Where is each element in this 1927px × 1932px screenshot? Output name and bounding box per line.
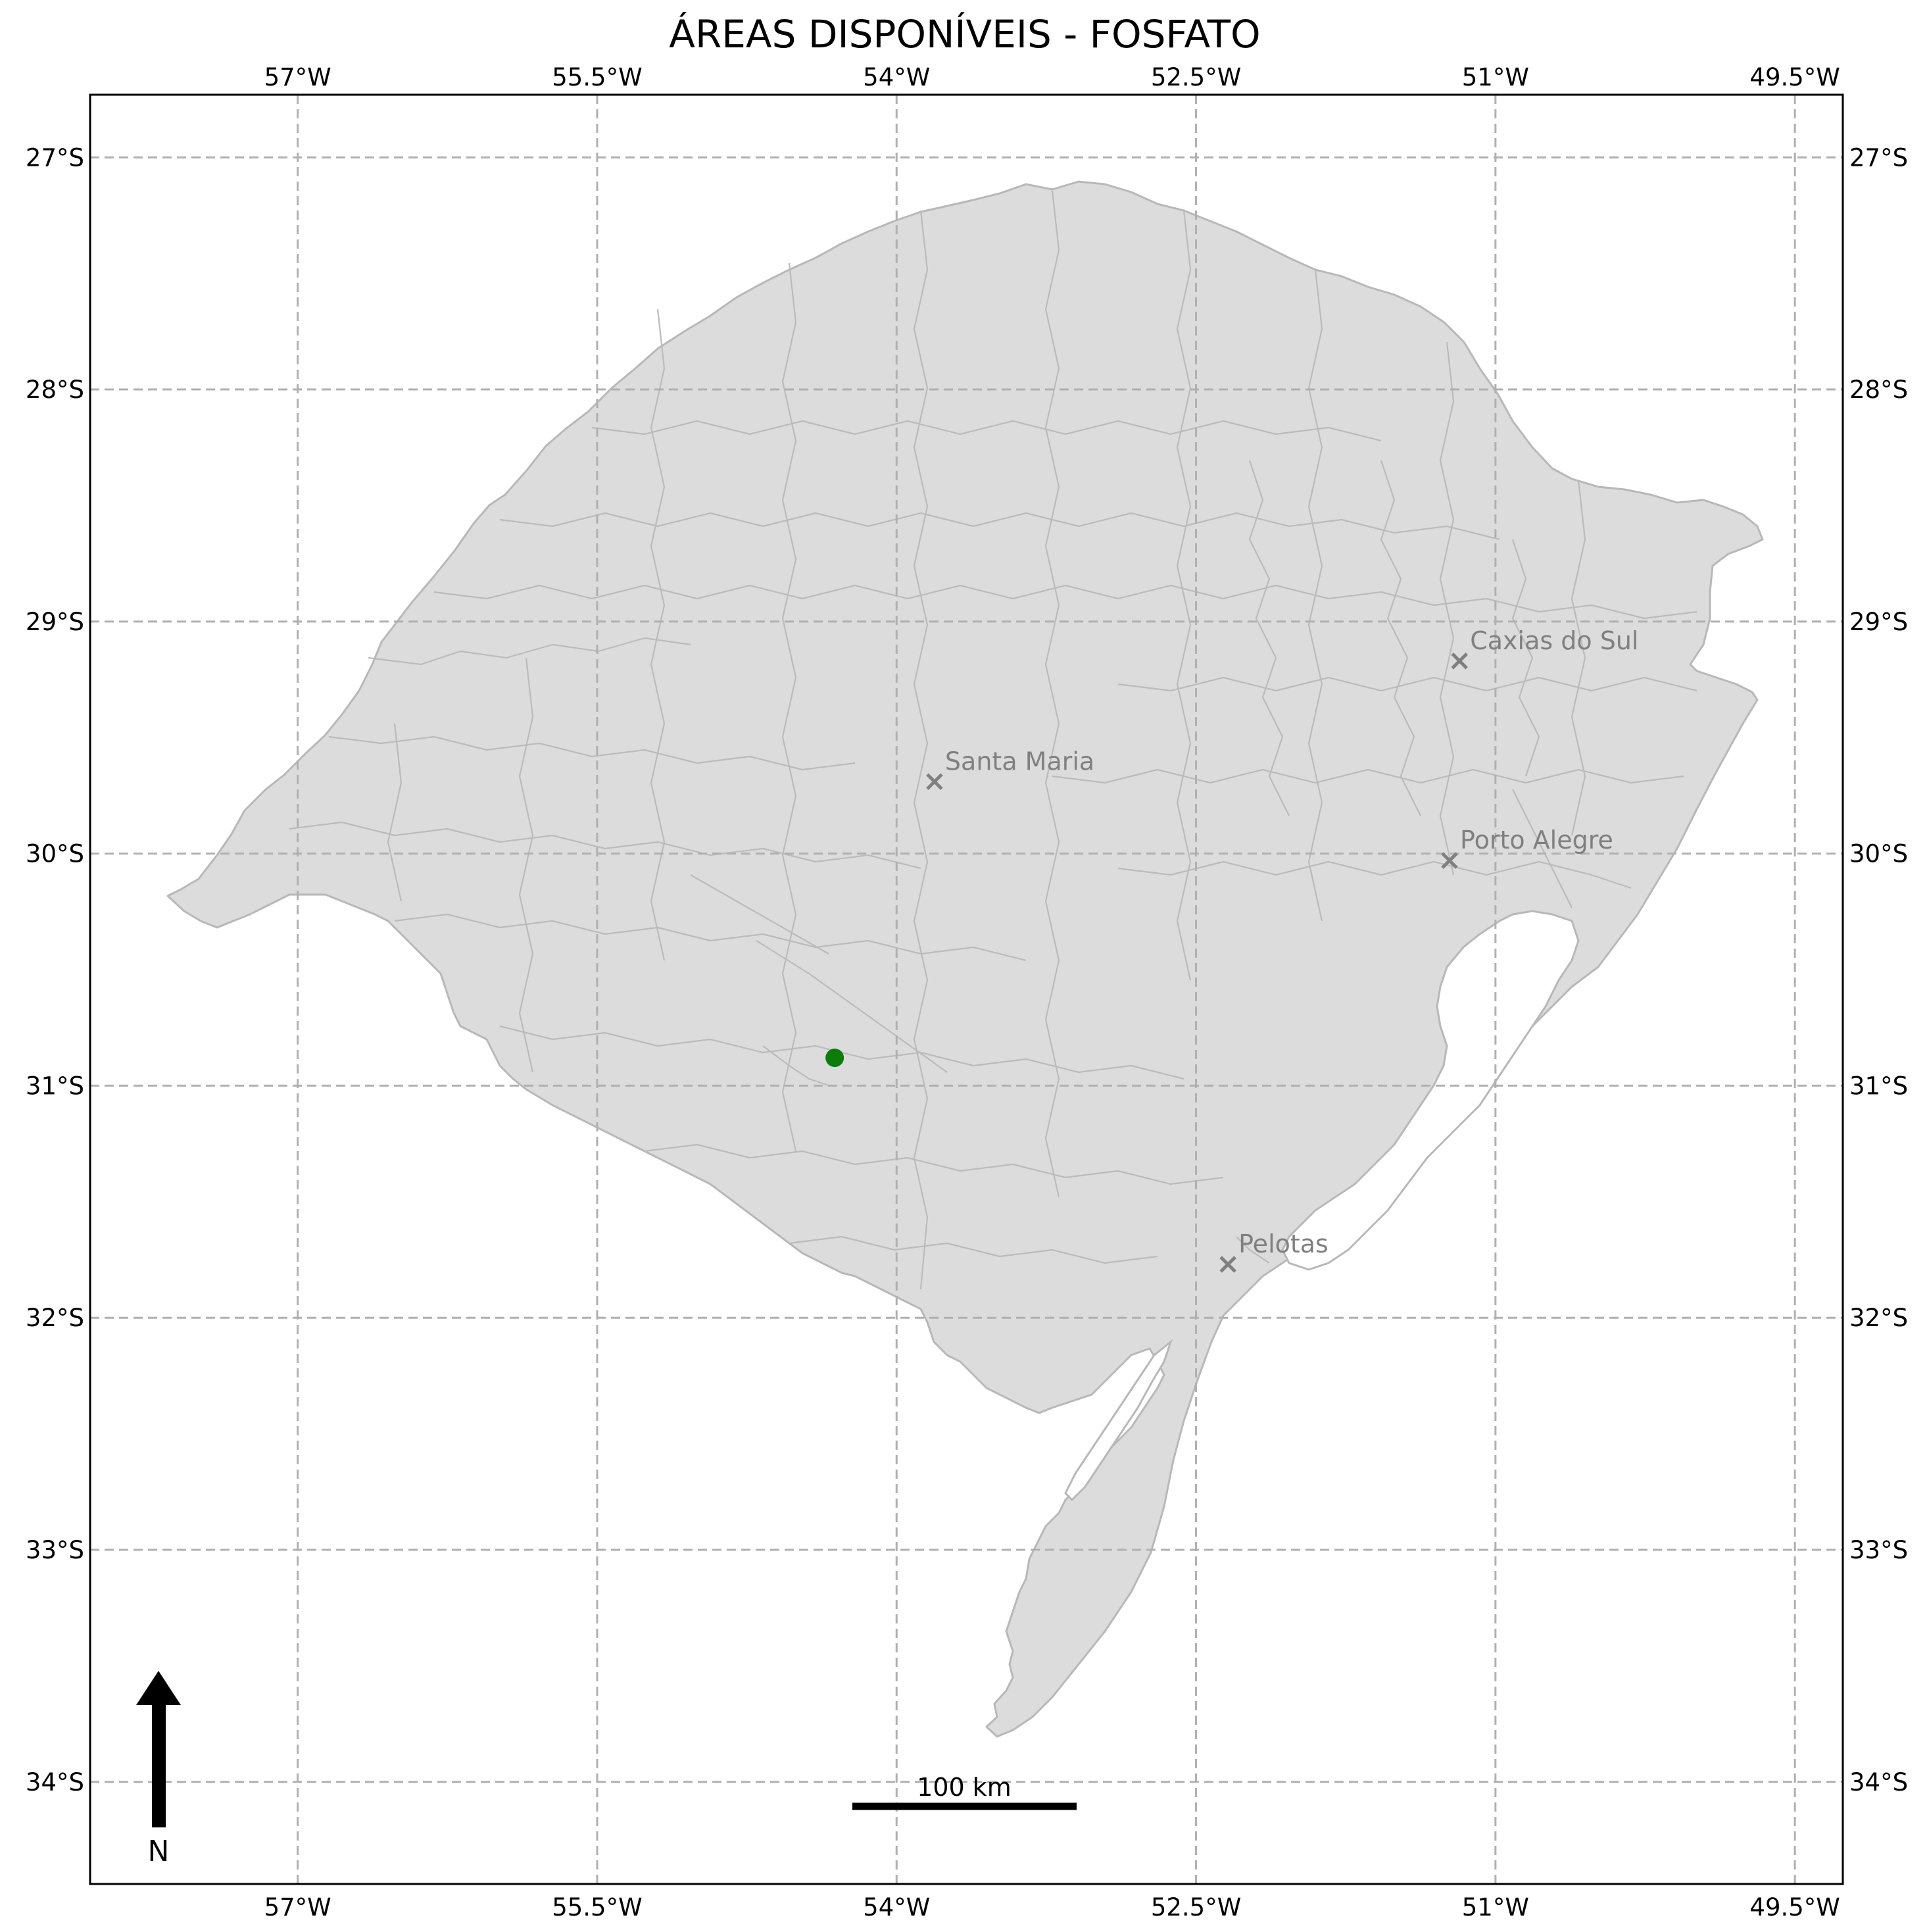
lat-tick-label-left: 33°S xyxy=(26,1536,84,1564)
north-arrow-label: N xyxy=(148,1835,170,1868)
scale-bar: 100 km xyxy=(852,1773,1077,1810)
available-area-markers xyxy=(825,1049,844,1068)
north-arrow-icon xyxy=(136,1671,181,1705)
north-arrow: N xyxy=(136,1671,181,1868)
city-markers: Caxias do Sul Santa Maria Porto Alegre Pelo… xyxy=(926,626,1638,1273)
lon-tick-label-top: 55.5°W xyxy=(552,63,642,91)
scale-bar-label: 100 km xyxy=(917,1773,1012,1802)
lat-tick-label-right: 27°S xyxy=(1849,143,1908,172)
longitude-gridlines xyxy=(297,95,1796,1884)
lagoa-dos-patos xyxy=(1281,910,1580,1271)
city-marker: Pelotas xyxy=(1219,1229,1329,1273)
lon-tick-label-top: 52.5°W xyxy=(1151,63,1241,91)
lon-tick-label-bottom: 57°W xyxy=(264,1893,331,1921)
lat-tick-label-right: 29°S xyxy=(1849,608,1908,636)
lon-tick-label-bottom: 54°W xyxy=(863,1893,930,1921)
lat-tick-label-right: 34°S xyxy=(1849,1768,1908,1796)
lat-tick-label-left: 29°S xyxy=(26,608,84,636)
state-landmass xyxy=(166,180,1764,1738)
lon-tick-label-bottom: 55.5°W xyxy=(552,1893,642,1921)
lat-tick-label-right: 32°S xyxy=(1849,1304,1908,1332)
city-marker: Caxias do Sul xyxy=(1451,626,1638,670)
city-marker: Santa Maria xyxy=(926,747,1094,791)
lon-tick-label-bottom: 49.5°W xyxy=(1749,1893,1840,1921)
lon-tick-label-top: 49.5°W xyxy=(1749,63,1840,91)
city-label: Porto Alegre xyxy=(1460,826,1613,855)
lat-tick-label-right: 31°S xyxy=(1849,1072,1908,1100)
tick-labels: 57°W 57°W 55.5°W 55.5°W 54°W 54°W 52.5°W 52.5°W… xyxy=(26,63,1908,1921)
map-frame xyxy=(89,93,1844,1885)
lat-tick-label-left: 30°S xyxy=(26,840,84,868)
city-x-icon xyxy=(1219,1256,1236,1273)
lat-tick-label-right: 30°S xyxy=(1849,840,1908,868)
lat-tick-label-left: 27°S xyxy=(26,143,84,172)
map-title: ÁREAS DISPONÍVEIS - FOSFATO xyxy=(669,11,1260,57)
city-x-icon xyxy=(926,773,943,791)
city-x-icon xyxy=(1441,852,1458,869)
city-label: Caxias do Sul xyxy=(1470,626,1638,655)
lon-tick-label-bottom: 52.5°W xyxy=(1151,1893,1241,1921)
available-area-point[interactable] xyxy=(825,1049,844,1068)
lon-tick-label-top: 51°W xyxy=(1462,63,1529,91)
lat-tick-label-left: 32°S xyxy=(26,1304,84,1332)
lon-tick-label-bottom: 51°W xyxy=(1462,1893,1529,1921)
latitude-gridlines xyxy=(90,156,1843,1783)
lagoa-mirim xyxy=(1064,1339,1173,1502)
lon-tick-label-top: 54°W xyxy=(863,63,930,91)
lat-tick-label-left: 31°S xyxy=(26,1072,84,1100)
lon-tick-label-top: 57°W xyxy=(264,63,331,91)
city-label: Pelotas xyxy=(1238,1229,1329,1258)
municipal-borders xyxy=(289,190,1697,1290)
lat-tick-label-right: 28°S xyxy=(1849,376,1908,404)
north-arrow-shaft xyxy=(152,1702,166,1827)
lat-tick-label-right: 33°S xyxy=(1849,1536,1908,1564)
city-label: Santa Maria xyxy=(945,747,1094,776)
city-marker: Porto Alegre xyxy=(1441,826,1613,869)
city-x-icon xyxy=(1451,653,1468,670)
lat-tick-label-left: 34°S xyxy=(26,1768,84,1796)
lat-tick-label-left: 28°S xyxy=(26,376,84,404)
